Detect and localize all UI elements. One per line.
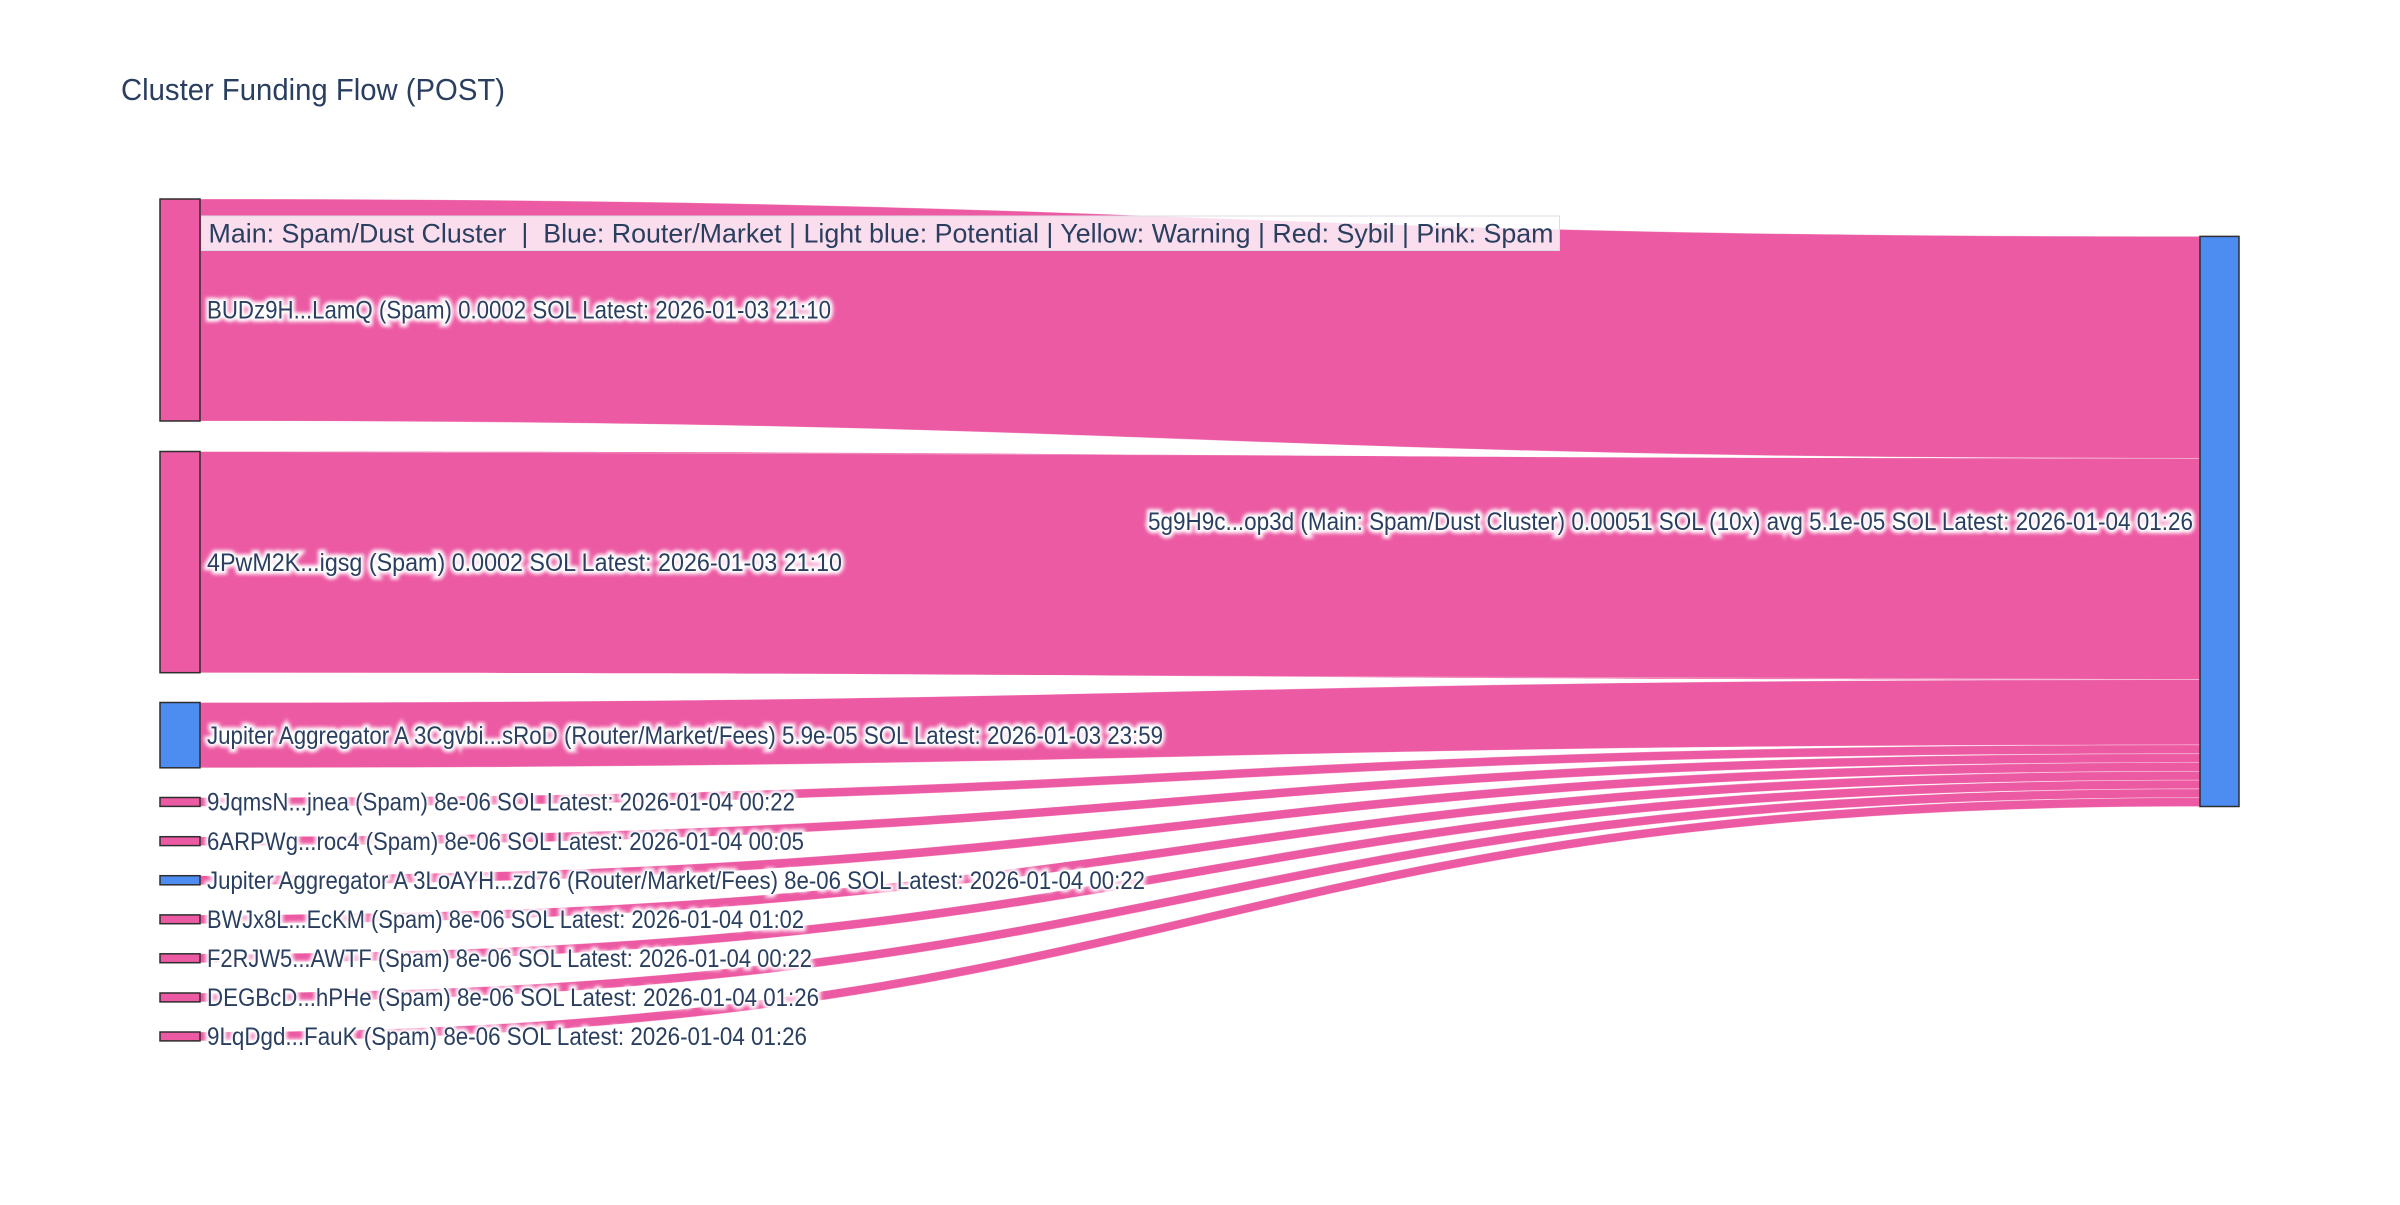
svg-text:Jupiter Aggregator A 3LoAYH...: Jupiter Aggregator A 3LoAYH...zd76 (Rout… bbox=[207, 867, 1145, 895]
svg-text:5g9H9c...op3d (Main: Spam/Dust: 5g9H9c...op3d (Main: Spam/Dust Cluster) … bbox=[1148, 508, 2193, 536]
svg-text:9JqmsN...jnea (Spam) 8e-06 SOL: 9JqmsN...jnea (Spam) 8e-06 SOL Latest: 2… bbox=[207, 789, 795, 817]
svg-text:BWJx8L...EcKM (Spam) 8e-06 SOL: BWJx8L...EcKM (Spam) 8e-06 SOL Latest: 2… bbox=[207, 906, 804, 934]
svg-text:Jupiter Aggregator A 3LoAYH...: Jupiter Aggregator A 3LoAYH...zd76 (Rout… bbox=[207, 867, 1145, 895]
svg-text:4PwM2K...igsg (Spam) 0.0002 SO: 4PwM2K...igsg (Spam) 0.0002 SOL Latest: … bbox=[207, 549, 842, 577]
svg-text:6ARPWg...roc4 (Spam) 8e-06 SOL: 6ARPWg...roc4 (Spam) 8e-06 SOL Latest: 2… bbox=[207, 828, 804, 856]
svg-text:DEGBcD...hPHe (Spam) 8e-06 SOL: DEGBcD...hPHe (Spam) 8e-06 SOL Latest: 2… bbox=[207, 984, 819, 1012]
svg-text:Main: Spam/Dust Cluster | Bl: Main: Spam/Dust Cluster | Blue: Router/M… bbox=[209, 219, 1554, 249]
svg-text:9JqmsN...jnea (Spam) 8e-06 SOL: 9JqmsN...jnea (Spam) 8e-06 SOL Latest: 2… bbox=[207, 789, 795, 817]
svg-text:9LqDgd...FauK (Spam) 8e-06 SOL: 9LqDgd...FauK (Spam) 8e-06 SOL Latest: 2… bbox=[207, 1023, 807, 1051]
svg-text:F2RJW5...AWTF (Spam) 8e-06 SOL: F2RJW5...AWTF (Spam) 8e-06 SOL Latest: 2… bbox=[207, 945, 812, 973]
svg-text:4PwM2K...igsg (Spam) 0.0002 SO: 4PwM2K...igsg (Spam) 0.0002 SOL Latest: … bbox=[207, 549, 842, 577]
svg-text:9LqDgd...FauK (Spam) 8e-06 SOL: 9LqDgd...FauK (Spam) 8e-06 SOL Latest: 2… bbox=[207, 1023, 807, 1051]
svg-text:BUDz9H...LamQ (Spam) 0.0002 SO: BUDz9H...LamQ (Spam) 0.0002 SOL Latest: … bbox=[207, 297, 831, 325]
svg-text:Cluster Funding Flow (POST): Cluster Funding Flow (POST) bbox=[121, 72, 505, 107]
svg-text:BUDz9H...LamQ (Spam) 0.0002 SO: BUDz9H...LamQ (Spam) 0.0002 SOL Latest: … bbox=[207, 297, 831, 325]
svg-text:6ARPWg...roc4 (Spam) 8e-06 SOL: 6ARPWg...roc4 (Spam) 8e-06 SOL Latest: 2… bbox=[207, 828, 804, 856]
svg-text:Jupiter Aggregator A 3Cgvbi...: Jupiter Aggregator A 3Cgvbi...sRoD (Rout… bbox=[207, 722, 1163, 750]
svg-text:5g9H9c...op3d (Main: Spam/Dust: 5g9H9c...op3d (Main: Spam/Dust Cluster) … bbox=[1148, 508, 2193, 536]
svg-text:F2RJW5...AWTF (Spam) 8e-06 SOL: F2RJW5...AWTF (Spam) 8e-06 SOL Latest: 2… bbox=[207, 945, 812, 973]
svg-text:Jupiter Aggregator A 3Cgvbi...: Jupiter Aggregator A 3Cgvbi...sRoD (Rout… bbox=[207, 722, 1163, 750]
svg-text:DEGBcD...hPHe (Spam) 8e-06 SOL: DEGBcD...hPHe (Spam) 8e-06 SOL Latest: 2… bbox=[207, 984, 819, 1012]
svg-text:BWJx8L...EcKM (Spam) 8e-06 SOL: BWJx8L...EcKM (Spam) 8e-06 SOL Latest: 2… bbox=[207, 906, 804, 934]
